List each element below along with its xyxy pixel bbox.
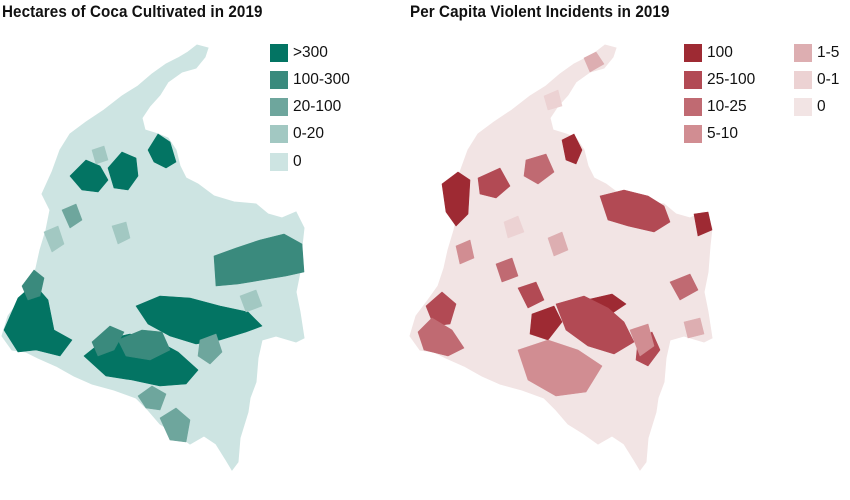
region-25-100-east: [599, 189, 671, 233]
country-shape: [1, 44, 305, 471]
violence-map-panel: Per Capita Violent Incidents in 2019 100…: [408, 0, 839, 500]
legend-swatch: [270, 44, 288, 62]
region-1-5-north: [583, 51, 605, 73]
legend-swatch: [684, 44, 702, 62]
region-gt300-north-a: [107, 151, 139, 191]
region-0-20-east: [239, 289, 263, 313]
legend-label: 1-5: [817, 44, 840, 61]
region-5-10-south: [517, 339, 603, 397]
region-100-east: [693, 211, 713, 237]
region-0-1-center: [503, 215, 525, 239]
legend-label: 0: [817, 98, 826, 115]
region-gt300-northeast: [147, 133, 177, 169]
country-shape: [409, 44, 713, 471]
legend-label: 10-25: [707, 98, 747, 115]
legend-label: 0-20: [293, 125, 325, 142]
legend-label: 100-300: [293, 71, 350, 88]
violence-choropleth-map: [409, 44, 713, 471]
region-0-20-north: [91, 145, 109, 165]
legend-swatch: [794, 71, 812, 89]
legend-label: 20-100: [293, 98, 342, 115]
region-5-10-west: [455, 239, 475, 265]
region-100-300-east: [213, 233, 305, 287]
colombia-outline: [409, 44, 713, 471]
coca-map-panel: Hectares of Coca Cultivated in 2019 >300…: [1, 3, 350, 471]
region-100-north: [561, 133, 583, 165]
coca-map-title: Hectares of Coca Cultivated in 2019: [2, 3, 263, 21]
violence-map-title: Per Capita Violent Incidents in 2019: [410, 3, 670, 21]
coca-choropleth-map: [1, 44, 305, 471]
region-0-20-west-a: [43, 225, 65, 253]
legend-swatch: [684, 125, 702, 143]
violence-regions: [417, 51, 713, 397]
region-gt300-northwest: [69, 159, 109, 193]
region-10-25-east: [669, 273, 699, 301]
region-20-100-north: [61, 203, 83, 229]
region-gt300-central-south: [135, 295, 263, 345]
region-25-100-west: [477, 167, 511, 199]
region-1-5-east: [683, 317, 705, 339]
legend-swatch: [794, 98, 812, 116]
legend-swatch: [794, 44, 812, 62]
region-20-100-southeast: [159, 407, 191, 443]
legend-label: 0: [293, 153, 302, 170]
region-1-5-center: [547, 231, 569, 257]
legend-label: 100: [707, 44, 733, 61]
colombia-outline: [1, 44, 305, 471]
legend-swatch: [684, 98, 702, 116]
region-0-20-center: [111, 221, 131, 245]
legend-label: >300: [293, 44, 328, 61]
region-10-25-west: [417, 317, 465, 357]
region-5-10-southeast: [629, 323, 655, 357]
legend-swatch: [270, 125, 288, 143]
region-100-300-west: [21, 269, 45, 301]
legend-label: 5-10: [707, 125, 739, 142]
coca-regions: [3, 133, 305, 443]
region-10-25-north: [523, 153, 555, 185]
region-25-100-south: [555, 295, 635, 355]
region-0-1-north: [543, 89, 563, 111]
legend-swatch: [270, 98, 288, 116]
legend-label: 25-100: [707, 71, 756, 88]
legend-label: 0-1: [817, 71, 840, 88]
region-100-300-center: [91, 325, 125, 357]
legend-swatch: [684, 71, 702, 89]
region-100-northwest: [441, 171, 471, 227]
region-100-300-south: [117, 329, 171, 361]
region-100-south-center: [529, 305, 563, 341]
region-20-100-east-b: [197, 333, 223, 365]
region-25-100-central: [517, 281, 545, 309]
region-10-25-center: [495, 257, 519, 283]
legend-swatch: [270, 153, 288, 171]
legend-swatch: [270, 71, 288, 89]
region-20-100-south-b: [137, 385, 167, 411]
